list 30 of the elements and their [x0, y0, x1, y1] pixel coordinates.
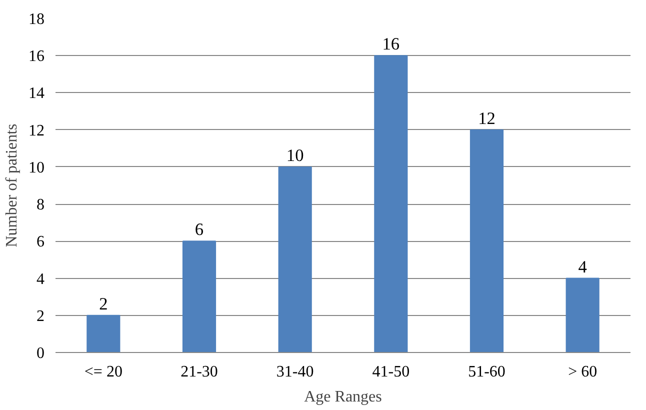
x-tick-label: 41-50: [372, 364, 410, 380]
x-axis-title: Age Ranges: [304, 388, 382, 406]
y-tick-label: 6: [36, 234, 44, 251]
y-tick-label: 2: [36, 308, 44, 325]
y-tick-label: 16: [28, 48, 44, 66]
x-tick-label: 21-30: [180, 364, 218, 380]
y-tick-label: 4: [36, 270, 44, 288]
y-tick-label: 10: [28, 159, 44, 176]
x-tick-label: 51-60: [468, 364, 506, 380]
bar: [86, 314, 120, 352]
bar: [566, 278, 600, 352]
y-tick-label: 14: [28, 85, 44, 102]
bar: [470, 129, 504, 352]
bar: [278, 166, 312, 352]
x-tick-label: 31-40: [276, 364, 314, 380]
x-tick-label: <= 20: [84, 364, 122, 380]
y-tick-label: 8: [36, 196, 44, 214]
x-tick-label: > 60: [568, 364, 598, 380]
data-label: 10: [286, 146, 304, 165]
bar: [182, 240, 216, 352]
y-axis-title: Number of patients: [4, 124, 20, 248]
bar: [374, 55, 408, 352]
data-label: 6: [194, 220, 204, 240]
data-label: 2: [99, 294, 108, 314]
data-label: 16: [382, 34, 400, 54]
data-label: 4: [578, 257, 588, 276]
y-tick-label: 18: [28, 11, 44, 28]
y-tick-label: 12: [28, 122, 44, 140]
data-label: 12: [478, 108, 496, 128]
y-tick-label: 0: [36, 345, 44, 362]
